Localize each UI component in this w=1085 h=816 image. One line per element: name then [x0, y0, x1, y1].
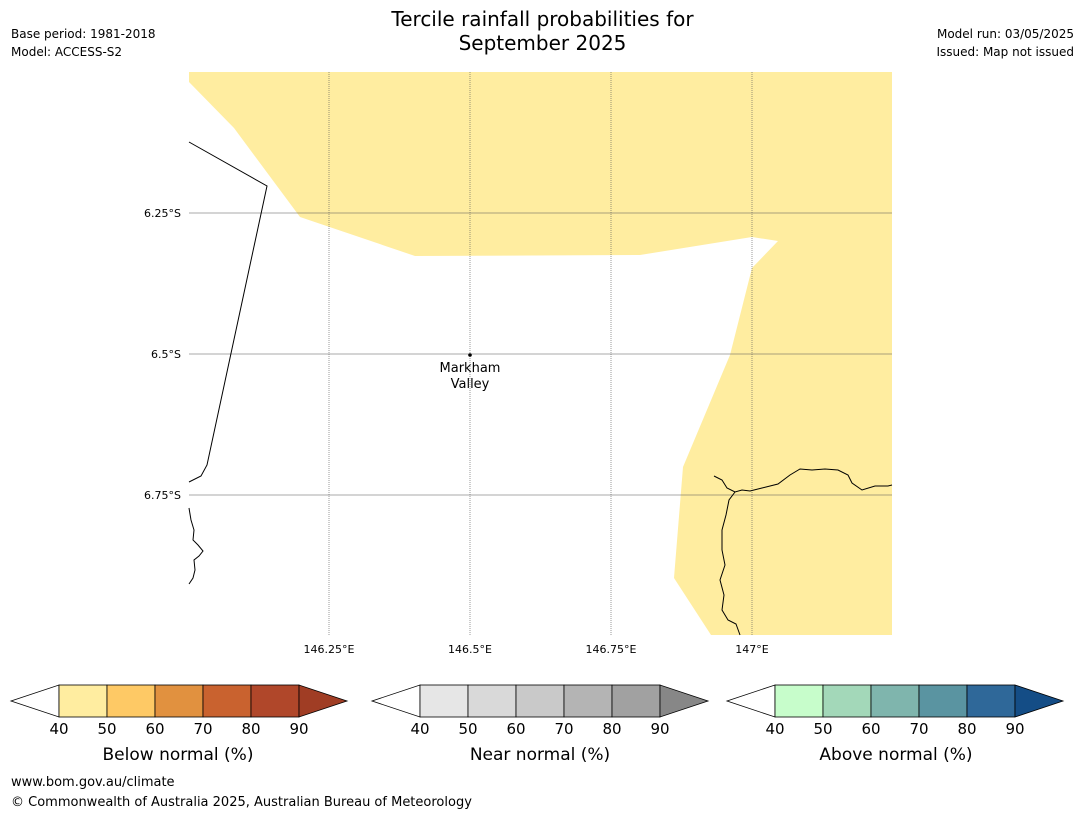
river-east	[719, 491, 741, 636]
model-name: Model: ACCESS-S2	[11, 45, 123, 59]
meta-right: Model run: 03/05/2025 Issued: Map not is…	[936, 25, 1074, 61]
colorbar-below-segment	[106, 684, 156, 718]
colorbar-above-segment	[870, 684, 920, 718]
colorbar-below-tick: 40	[49, 720, 68, 738]
base-period: Base period: 1981-2018	[11, 27, 156, 41]
colorbar-label-below: Below normal (%)	[102, 745, 254, 765]
colorbar-above-tick: 90	[1005, 720, 1024, 738]
colorbar-near-tick: 90	[650, 720, 669, 738]
place-name-line-1: Markham	[440, 361, 501, 376]
colorbar-near-tick: 50	[458, 720, 477, 738]
colorbar-near-tick: 60	[506, 720, 525, 738]
footer-url: www.bom.gov.au/climate	[11, 775, 175, 790]
colorbar-above-segment	[918, 684, 968, 718]
colorbar-near-tick: 70	[554, 720, 573, 738]
place-label: Markham Valley	[440, 361, 501, 392]
title-line-2: September 2025	[458, 31, 627, 55]
colorbar-near-segment	[467, 684, 517, 718]
colorbar-below-tick: 70	[193, 720, 212, 738]
lat-labels: 6.25°S 6.5°S 6.75°S	[144, 207, 181, 502]
colorbar-above-tick: 50	[813, 720, 832, 738]
colorbar-below-extend-low	[9, 684, 60, 718]
colorbar-above-segment	[966, 684, 1016, 718]
colorbar-near-segment	[611, 684, 661, 718]
colorbar-above-segment	[774, 684, 824, 718]
coastline-west	[188, 507, 204, 585]
colorbar-below-extend-high	[298, 684, 349, 718]
lat-label: 6.25°S	[144, 207, 181, 220]
lon-label: 146.25°E	[304, 643, 355, 656]
lon-label: 147°E	[735, 643, 768, 656]
colorbar-above-extend-high	[1014, 684, 1065, 718]
colorbar-above-segment	[822, 684, 872, 718]
graticule	[189, 72, 892, 635]
place-name-line-2: Valley	[451, 377, 490, 392]
colorbar-below-segment	[58, 684, 108, 718]
map-title: Tercile rainfall probabilities for Septe…	[0, 7, 1085, 55]
lon-labels: 146.25°E 146.5°E 146.75°E 147°E	[304, 643, 769, 656]
boundaries	[188, 141, 893, 636]
colorbar-above-tick: 40	[765, 720, 784, 738]
colorbar-near-segment	[515, 684, 565, 718]
colorbar-near-extend-high	[659, 684, 710, 718]
colorbar-below-tick: 90	[289, 720, 308, 738]
colorbar-above-tick: 60	[861, 720, 880, 738]
lon-label: 146.5°E	[448, 643, 492, 656]
colorbar-near-segment	[419, 684, 469, 718]
colorbar-below-segment	[250, 684, 300, 718]
place-marker	[468, 353, 472, 357]
lat-label: 6.75°S	[144, 489, 181, 502]
colorbar-below-tick: 60	[145, 720, 164, 738]
colorbar-near-tick: 80	[602, 720, 621, 738]
province-boundary	[188, 141, 268, 483]
colorbar-below-tick: 50	[97, 720, 116, 738]
issued-status: Issued: Map not issued	[936, 45, 1074, 59]
colorbar-below-segment	[202, 684, 252, 718]
colorbar-above-extend-low	[725, 684, 776, 718]
colorbar-above-tick: 70	[909, 720, 928, 738]
colorbar-near-segment	[563, 684, 613, 718]
model-run: Model run: 03/05/2025	[936, 27, 1074, 41]
title-line-1: Tercile rainfall probabilities for	[391, 7, 694, 31]
footer-copyright: © Commonwealth of Australia 2025, Austra…	[11, 795, 472, 810]
colorbar-below-segment	[154, 684, 204, 718]
colorbar-near-extend-low	[370, 684, 421, 718]
colorbar-below-tick: 80	[241, 720, 260, 738]
lon-label: 146.75°E	[586, 643, 637, 656]
colorbars: 40 50 60 70 80 90 40 50 60 70 80 90 40 50 60 70 80 90	[9, 684, 1065, 738]
colorbar-above-tick: 80	[957, 720, 976, 738]
meta-left: Base period: 1981-2018 Model: ACCESS-S2	[11, 25, 156, 61]
colorbar-near-tick: 40	[410, 720, 429, 738]
lat-label: 6.5°S	[151, 348, 181, 361]
colorbar-label-near: Near normal (%)	[469, 745, 611, 765]
colorbar-label-above: Above normal (%)	[819, 745, 973, 765]
